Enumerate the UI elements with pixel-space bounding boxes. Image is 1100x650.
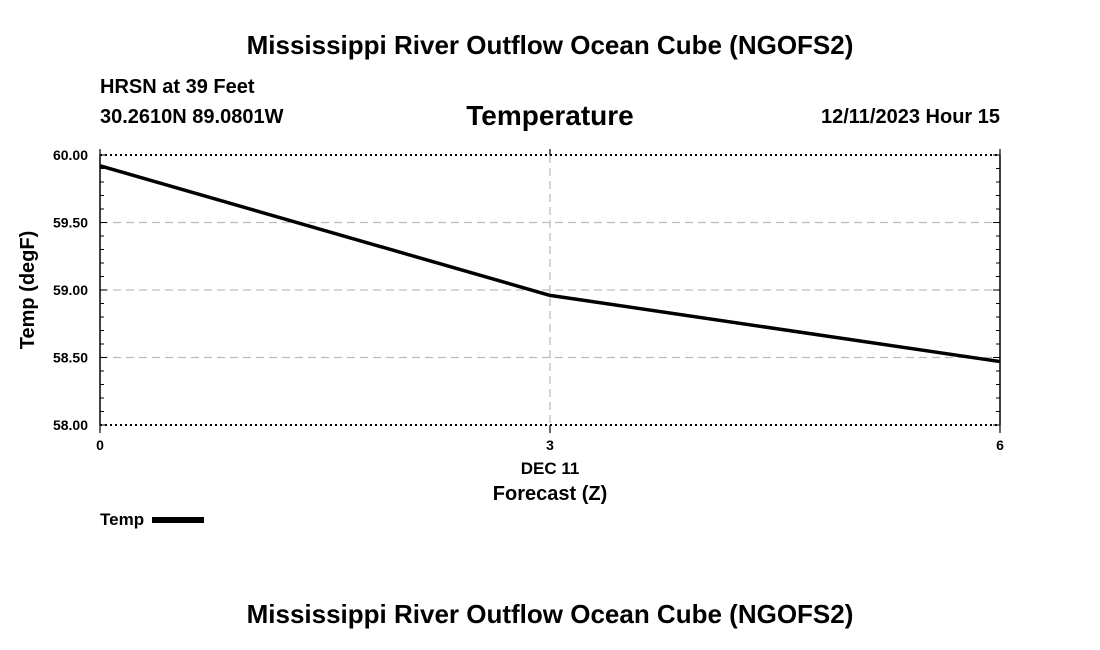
station-label: HRSN at 39 Feet — [100, 76, 255, 98]
axis-ticks — [99, 149, 1001, 433]
footer-title: Mississippi River Outflow Ocean Cube (NG… — [246, 599, 854, 629]
chart-legend: Temp — [100, 510, 205, 530]
x-tick-label: 6 — [996, 437, 1004, 453]
x-axis-title: Forecast (Z) — [493, 483, 607, 505]
series-layer — [99, 164, 1001, 364]
axis-labels: 58.00 58.50 59.00 59.50 60.00 0 3 6 DEC 11 Foreca… — [17, 147, 1004, 505]
y-tick-label: 60.00 — [53, 147, 88, 163]
coordinates-label: 30.2610N 89.0801W — [100, 106, 284, 128]
grid-layer — [100, 155, 1000, 425]
page-title: Mississippi River Outflow Ocean Cube (NG… — [246, 30, 854, 60]
chart-title: Temperature — [466, 100, 634, 131]
x-date-label: DEC 11 — [521, 459, 580, 478]
y-axis-title: Temp (degF) — [17, 231, 39, 350]
forecast-date-label: 12/11/2023 Hour 15 — [820, 106, 1000, 128]
x-tick-label: 0 — [96, 437, 104, 453]
legend-label: Temp — [100, 510, 145, 529]
x-tick-label: 3 — [546, 437, 554, 453]
y-tick-label: 58.50 — [53, 350, 88, 366]
legend-line-swatch — [152, 517, 205, 523]
y-tick-label: 59.00 — [53, 282, 88, 298]
y-tick-label: 58.00 — [53, 417, 88, 433]
y-tick-label: 59.50 — [53, 215, 88, 231]
